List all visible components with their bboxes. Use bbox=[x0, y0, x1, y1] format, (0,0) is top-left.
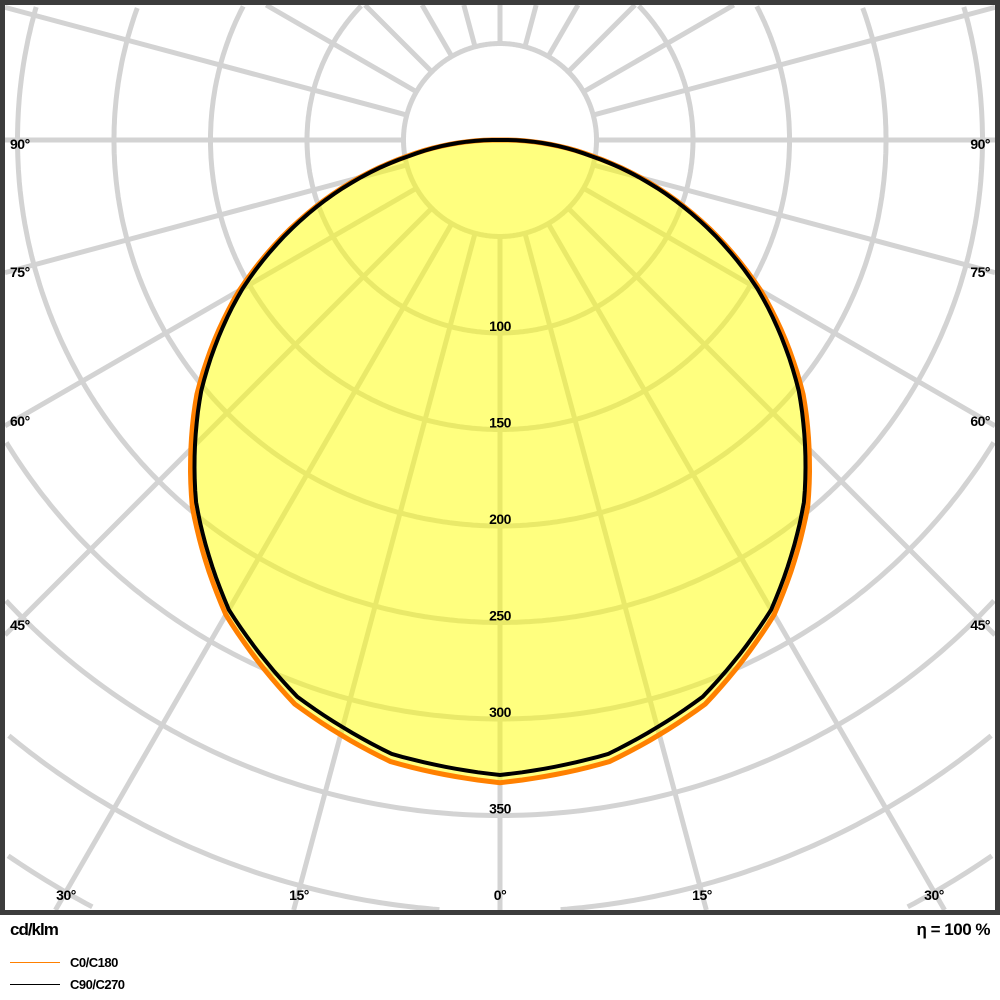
legend-item-c0: C0/C180 bbox=[10, 952, 118, 972]
chart-frame bbox=[0, 0, 1000, 915]
radial-tick-label: 300 bbox=[489, 704, 512, 720]
angle-label-bottom: 15° bbox=[692, 887, 712, 903]
grid-spoke bbox=[592, 4, 996, 118]
grid-circle bbox=[7, 733, 993, 913]
radial-tick-label: 150 bbox=[489, 415, 512, 431]
grid-spoke bbox=[461, 4, 478, 48]
intensity-fill bbox=[190, 140, 810, 783]
radial-tick-label: 100 bbox=[489, 318, 512, 334]
angle-label-bottom: 30° bbox=[924, 887, 944, 903]
legend-label: C0/C180 bbox=[70, 954, 118, 970]
legend-swatch-black bbox=[10, 983, 60, 985]
grid-spoke bbox=[566, 3, 637, 74]
radial-tick-label: 250 bbox=[489, 608, 512, 624]
grid-spoke bbox=[419, 3, 454, 58]
angle-label-bottom: 15° bbox=[289, 887, 309, 903]
legend-swatch-orange bbox=[10, 961, 60, 963]
angle-label-right: 90° bbox=[970, 136, 990, 152]
grid-spoke bbox=[264, 2, 418, 94]
grid-spoke bbox=[592, 162, 996, 276]
legend-item-c90: C90/C270 bbox=[10, 974, 125, 994]
grid-spoke bbox=[363, 3, 434, 74]
grid-circle bbox=[4, 598, 996, 818]
angle-label-bottom: 30° bbox=[56, 887, 76, 903]
efficiency-label: η = 100 % bbox=[916, 920, 991, 939]
legend-label: C90/C270 bbox=[70, 976, 125, 992]
radial-tick-label: 350 bbox=[489, 801, 512, 817]
axis-labels: 100 150 200 250 300 350 90° 75° 60° 45° 90° 75° 60° 4… bbox=[10, 136, 991, 903]
angle-label-left: 60° bbox=[10, 413, 30, 429]
angle-label-right: 60° bbox=[970, 413, 990, 429]
grid-spoke bbox=[4, 162, 408, 276]
angle-label-left: 45° bbox=[10, 617, 30, 633]
grid-spoke bbox=[4, 4, 408, 118]
grid-spoke bbox=[522, 4, 539, 48]
angle-label-left: 90° bbox=[10, 136, 30, 152]
series-line-c90-c270 bbox=[192, 138, 808, 778]
angle-label-right: 45° bbox=[970, 617, 990, 633]
intensity-curves bbox=[187, 137, 813, 786]
radial-tick-label: 200 bbox=[489, 511, 512, 527]
angle-label-bottom: 0° bbox=[494, 887, 506, 903]
unit-label: cd/klm bbox=[10, 920, 59, 939]
angle-label-left: 75° bbox=[10, 264, 30, 280]
grid-circle bbox=[6, 853, 994, 910]
angle-label-right: 75° bbox=[970, 264, 990, 280]
grid-spoke bbox=[582, 2, 736, 94]
grid-spoke bbox=[546, 3, 581, 58]
